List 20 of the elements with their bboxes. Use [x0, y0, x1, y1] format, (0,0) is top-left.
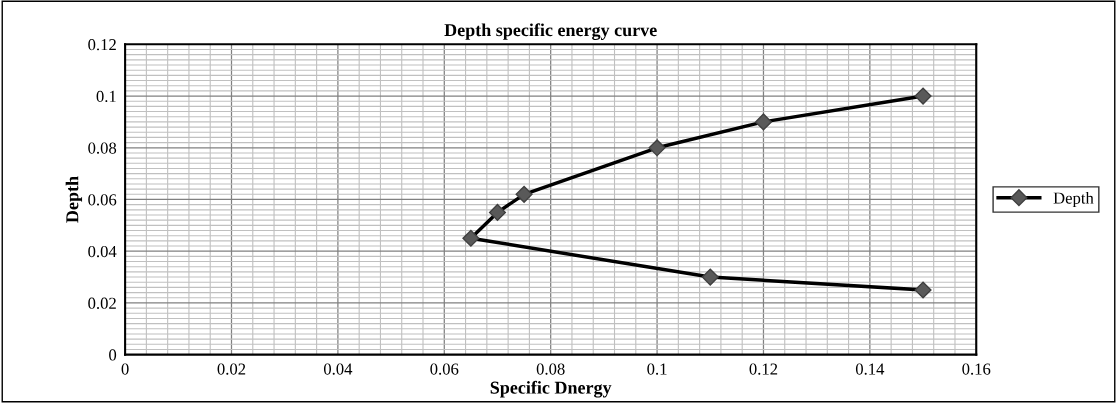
x-tick-label: 0.14	[855, 363, 885, 375]
x-tick-label: 0.12	[749, 363, 778, 375]
y-tick-label: 0.02	[88, 297, 116, 309]
y-axis-title: Depth	[65, 176, 83, 223]
x-tick-label: 0.04	[323, 363, 353, 375]
x-tick-label: 0.08	[536, 363, 565, 375]
x-tick-label: 0.16	[962, 363, 991, 375]
x-axis-title: Specific Dnergy	[490, 380, 612, 398]
x-tick-label: 0.1	[647, 363, 667, 375]
y-tick-label: 0.06	[88, 194, 117, 206]
y-tick-label: 0.04	[88, 245, 117, 258]
y-tick-label: 0	[109, 349, 117, 361]
x-tick-label: 0.02	[217, 363, 246, 375]
y-tick-label: 0.1	[96, 90, 116, 103]
chart-title: Depth specific energy curve	[444, 23, 657, 40]
x-tick-label: 0	[121, 363, 129, 375]
y-tick-label: 0.12	[88, 39, 116, 51]
legend-label: Depth	[1053, 191, 1094, 208]
x-tick-label: 0.06	[430, 363, 459, 375]
y-tick-label: 0.08	[88, 142, 117, 154]
